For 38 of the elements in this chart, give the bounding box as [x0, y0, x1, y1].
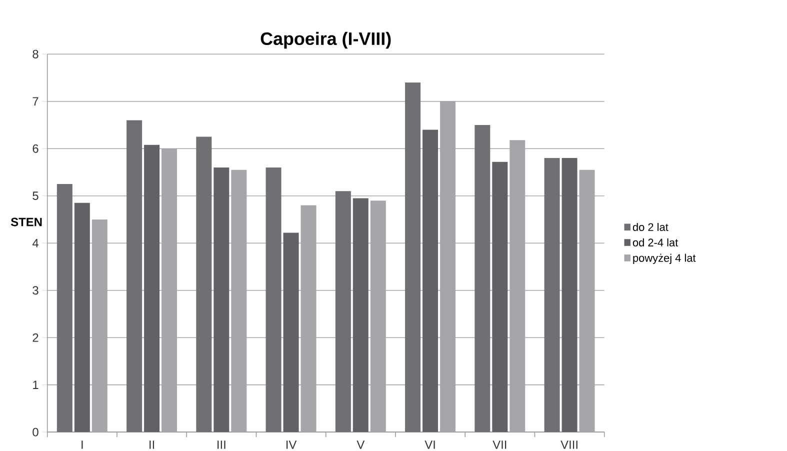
- y-tick-label: 6: [32, 144, 38, 153]
- bar: [492, 162, 508, 432]
- legend-label: od 2-4 lat: [632, 238, 678, 246]
- bar: [335, 191, 351, 432]
- x-tick-label: I: [82, 440, 83, 449]
- legend-label: do 2 lat: [632, 222, 668, 232]
- y-tick-label: 5: [32, 192, 38, 200]
- legend-label: powyżej 4 lat: [633, 254, 696, 264]
- bar: [56, 184, 72, 432]
- bar: [144, 144, 160, 432]
- bar: [214, 167, 230, 432]
- y-tick-label: 7: [32, 97, 38, 106]
- x-tick-label: V: [356, 440, 365, 449]
- bar: [196, 136, 212, 432]
- y-tick-label: 0: [32, 428, 38, 436]
- bar: [562, 158, 578, 432]
- bar: [474, 124, 490, 432]
- bar: [126, 120, 142, 432]
- bar: [422, 130, 438, 432]
- x-tick-label: VIII: [560, 440, 578, 449]
- x-tick-label: IV: [286, 440, 297, 449]
- y-axis-title: STEN: [10, 218, 42, 226]
- bar: [352, 198, 368, 432]
- x-tick-label: III: [218, 440, 226, 449]
- x-tick-label: VI: [424, 440, 435, 449]
- y-tick-label: 3: [32, 286, 38, 295]
- y-tick-label: 4: [32, 238, 38, 248]
- bar: [283, 232, 299, 432]
- x-tick-label: VII: [492, 440, 506, 449]
- x-tick-label: II: [150, 440, 154, 449]
- y-tick-label: 1: [33, 380, 38, 389]
- chart-title: Capoeira (I-VIII): [260, 32, 391, 49]
- bar: [544, 158, 560, 432]
- y-tick-label: 8: [32, 50, 38, 58]
- bar: [405, 82, 421, 432]
- bar: [74, 202, 90, 432]
- bar: [266, 167, 282, 432]
- y-tick-label: 2: [32, 333, 38, 342]
